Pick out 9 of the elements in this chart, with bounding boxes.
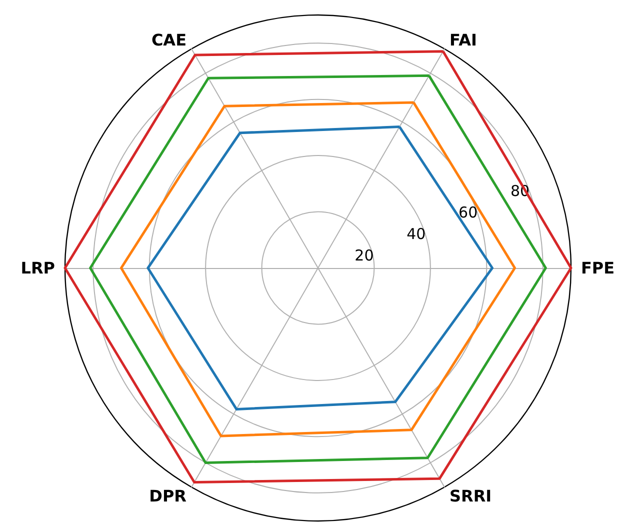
y-tick-label: 40 [406, 225, 426, 244]
spoke-label: FAI [450, 30, 477, 50]
spoke-label: CAE [151, 30, 186, 50]
spoke-label: FPE [581, 258, 615, 278]
y-tick-label: 60 [458, 204, 478, 222]
spoke-label: SRRI [450, 486, 492, 506]
y-tick-label: 20 [354, 246, 374, 265]
spoke-label: DPR [149, 486, 186, 506]
spoke-label: LRP [20, 258, 56, 278]
